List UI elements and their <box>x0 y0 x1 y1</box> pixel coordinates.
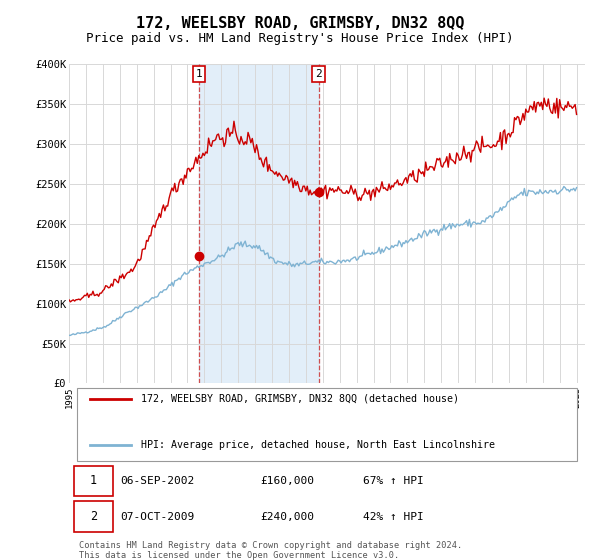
Bar <box>199 64 319 384</box>
Text: 172, WEELSBY ROAD, GRIMSBY, DN32 8QQ: 172, WEELSBY ROAD, GRIMSBY, DN32 8QQ <box>136 16 464 31</box>
Text: £160,000: £160,000 <box>260 476 314 486</box>
Text: 67% ↑ HPI: 67% ↑ HPI <box>363 476 424 486</box>
FancyBboxPatch shape <box>74 465 113 496</box>
Text: Contains HM Land Registry data © Crown copyright and database right 2024.
This d: Contains HM Land Registry data © Crown c… <box>79 541 463 560</box>
FancyBboxPatch shape <box>77 388 577 461</box>
Text: 1: 1 <box>90 474 97 487</box>
Text: £240,000: £240,000 <box>260 512 314 522</box>
Bar <box>577 64 585 384</box>
Text: 42% ↑ HPI: 42% ↑ HPI <box>363 512 424 522</box>
Text: 06-SEP-2002: 06-SEP-2002 <box>121 476 195 486</box>
Text: Price paid vs. HM Land Registry's House Price Index (HPI): Price paid vs. HM Land Registry's House … <box>86 32 514 45</box>
Text: 2: 2 <box>315 69 322 79</box>
Text: HPI: Average price, detached house, North East Lincolnshire: HPI: Average price, detached house, Nort… <box>141 440 495 450</box>
Text: 172, WEELSBY ROAD, GRIMSBY, DN32 8QQ (detached house): 172, WEELSBY ROAD, GRIMSBY, DN32 8QQ (de… <box>141 394 459 404</box>
Text: 2: 2 <box>90 510 97 523</box>
FancyBboxPatch shape <box>74 501 113 532</box>
Text: 07-OCT-2009: 07-OCT-2009 <box>121 512 195 522</box>
Text: 1: 1 <box>196 69 202 79</box>
